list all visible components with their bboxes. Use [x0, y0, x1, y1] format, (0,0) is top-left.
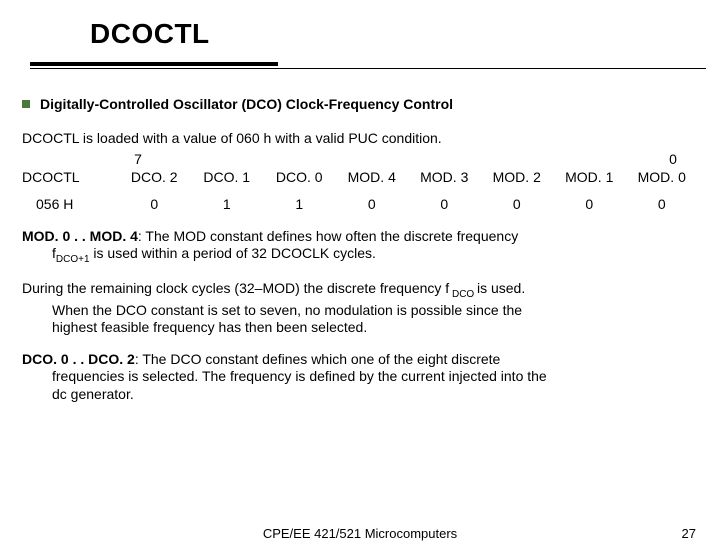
bit-value: 0	[481, 196, 554, 214]
bit-cell: DCO. 2	[118, 169, 191, 187]
bit-value: 1	[263, 196, 336, 214]
bit-bounds-row: 7 0	[22, 151, 698, 169]
dco-line3: dc generator.	[22, 386, 698, 404]
title-rule-thin	[30, 68, 706, 69]
bullet-item: Digitally-Controlled Oscillator (DCO) Cl…	[22, 96, 698, 114]
mod-explain: MOD. 0 . . MOD. 4: The MOD constant defi…	[22, 228, 698, 267]
mod-line2: fDCO+1 is used within a period of 32 DCO…	[22, 245, 698, 266]
bit-cell: MOD. 1	[553, 169, 626, 187]
intro-text: DCOCTL is loaded with a value of 060 h w…	[22, 130, 698, 148]
bit-high-label: 7	[118, 151, 158, 169]
bit-cell: DCO. 1	[191, 169, 264, 187]
bit-value: 0	[336, 196, 409, 214]
register-name: DCOCTL	[22, 169, 118, 187]
bit-low-label: 0	[648, 151, 698, 169]
bit-names: DCO. 2 DCO. 1 DCO. 0 MOD. 4 MOD. 3 MOD. …	[118, 169, 698, 187]
register-bits-row: DCOCTL DCO. 2 DCO. 1 DCO. 0 MOD. 4 MOD. …	[22, 169, 698, 187]
bit-value: 0	[553, 196, 626, 214]
title-rule-thick	[30, 62, 278, 66]
during-line3: highest feasible frequency has then been…	[22, 319, 698, 337]
bit-values: 0 1 1 0 0 0 0 0	[118, 196, 698, 214]
during-line1: During the remaining clock cycles (32–MO…	[22, 280, 525, 296]
bullet-text: Digitally-Controlled Oscillator (DCO) Cl…	[40, 96, 453, 114]
bit-cell: MOD. 3	[408, 169, 481, 187]
title-block: DCOCTL	[90, 18, 698, 50]
bit-cell: MOD. 2	[481, 169, 554, 187]
dco-head: DCO. 0 . . DCO. 2	[22, 351, 135, 367]
during-line2: When the DCO constant is set to seven, n…	[22, 302, 698, 320]
footer-page-number: 27	[682, 526, 696, 541]
dco-explain: DCO. 0 . . DCO. 2: The DCO constant defi…	[22, 351, 698, 404]
register-table: 7 0 DCOCTL DCO. 2 DCO. 1 DCO. 0 MOD. 4 M…	[22, 151, 698, 214]
footer-center: CPE/EE 421/521 Microcomputers	[263, 526, 457, 541]
mod-line1: : The MOD constant defines how often the…	[138, 228, 518, 244]
dco-line1: : The DCO constant defines which one of …	[135, 351, 501, 367]
slide-page: DCOCTL Digitally-Controlled Oscillator (…	[0, 0, 720, 540]
bit-cell: DCO. 0	[263, 169, 336, 187]
during-explain: During the remaining clock cycles (32–MO…	[22, 280, 698, 336]
bit-value: 0	[626, 196, 699, 214]
bit-value: 0	[118, 196, 191, 214]
bit-cell: MOD. 4	[336, 169, 409, 187]
dco-line2: frequencies is selected. The frequency i…	[22, 368, 698, 386]
slide-content: Digitally-Controlled Oscillator (DCO) Cl…	[22, 96, 698, 403]
register-address: 056 H	[22, 196, 118, 214]
slide-title: DCOCTL	[90, 18, 698, 50]
bit-value: 1	[191, 196, 264, 214]
square-bullet-icon	[22, 100, 30, 108]
bit-value: 0	[408, 196, 481, 214]
mod-head: MOD. 0 . . MOD. 4	[22, 228, 138, 244]
register-values-row: 056 H 0 1 1 0 0 0 0 0	[22, 196, 698, 214]
bit-cell: MOD. 0	[626, 169, 699, 187]
